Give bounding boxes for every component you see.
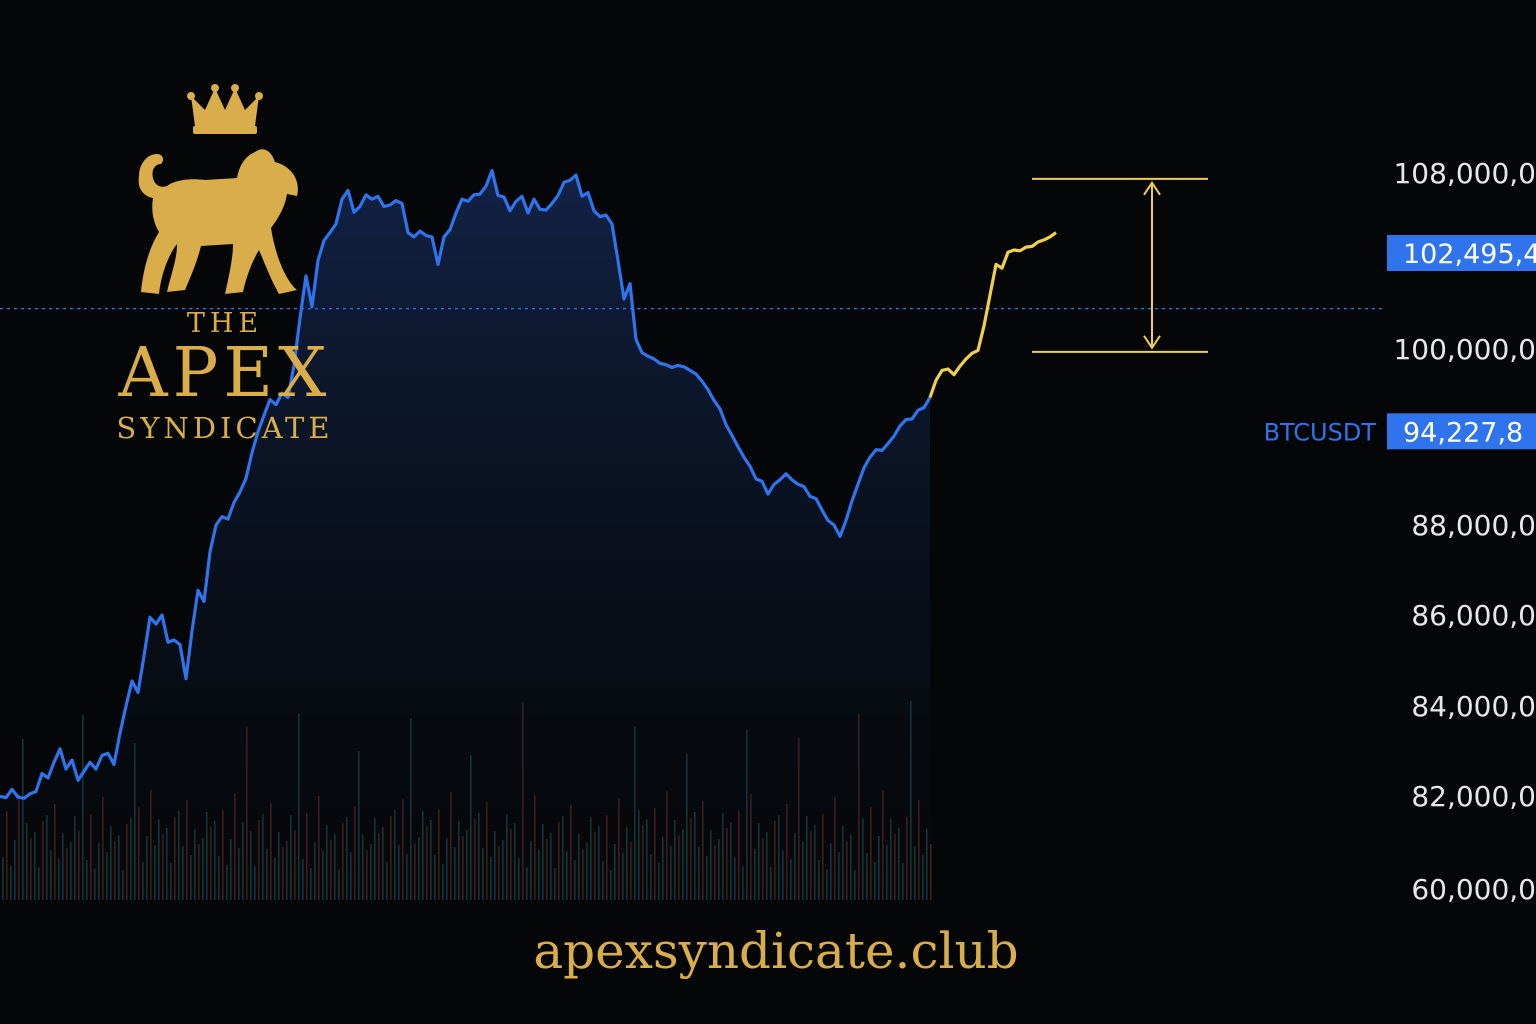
crowned-lion-icon [138,84,298,294]
y-tick-label: 100,000,0 [1393,333,1536,366]
y-tick-label: 60,000,0 [1411,873,1536,906]
price-label-text: 94,227,8 [1403,417,1523,448]
volume-bar [930,844,932,900]
y-tick-label: 82,000,0 [1411,780,1536,813]
price-label-box [1387,235,1536,271]
brand-the: THE [186,308,264,339]
brand-syndicate: SYNDICATE [116,411,334,445]
y-tick-label: 86,000,0 [1411,599,1536,632]
brand-apex: APEX [118,334,332,413]
y-tick-label: 108,000,0 [1393,157,1536,190]
y-tick-label: 84,000,0 [1411,690,1536,723]
history-price-line [0,169,932,800]
price-label-text: 102,495,4 [1403,239,1536,270]
website-link[interactable]: apexsyndicate.club [533,922,1019,980]
range-marker [1032,177,1208,353]
price-label-box [1387,413,1536,450]
projection-price-line [928,231,1057,399]
range-arrow-down-icon [1143,335,1161,350]
range-arrow-up-icon [1143,181,1161,196]
y-tick-label: 88,000,0 [1411,509,1536,542]
history-area-fill [0,170,930,901]
price-labels: 102,495,4 94,227,8 BTCUSDT [1264,235,1536,450]
symbol-label: BTCUSDT [1264,418,1377,446]
brand-logo: THE APEX SYNDICATE [100,84,350,445]
